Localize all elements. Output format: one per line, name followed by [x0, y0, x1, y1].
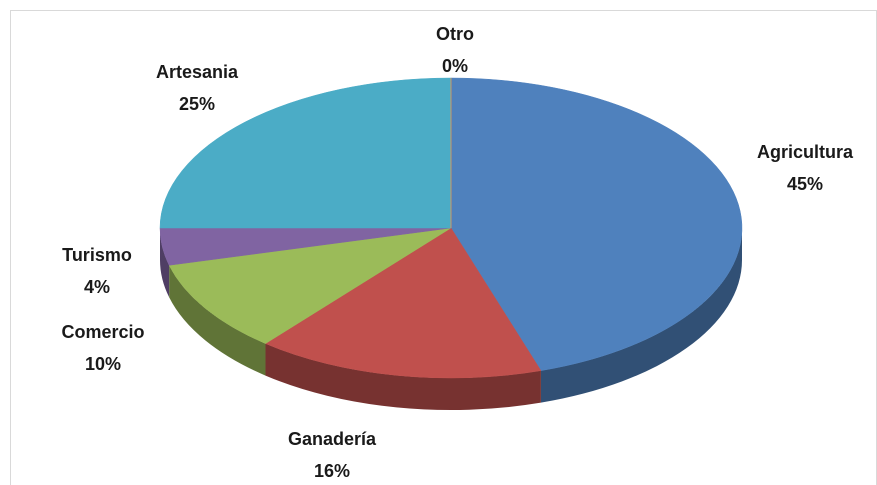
slice-label: Ganadería	[288, 429, 377, 449]
slice-label: Otro	[436, 24, 474, 44]
slice-label: Comercio	[61, 322, 144, 342]
slice-side	[540, 228, 742, 403]
slice-value-label: 0%	[442, 56, 468, 76]
slice-value-label: 10%	[85, 354, 121, 374]
slice-value-label: 16%	[314, 461, 350, 481]
slice-label: Artesania	[156, 62, 239, 82]
slice-label: Agricultura	[757, 142, 854, 162]
slice-side	[169, 265, 266, 376]
slice-value-label: 45%	[787, 174, 823, 194]
slice	[168, 227, 452, 344]
slice	[450, 77, 743, 371]
slice-side	[265, 343, 541, 410]
slice-label: Turismo	[62, 245, 132, 265]
slice	[159, 77, 452, 229]
slice-value-label: 25%	[179, 94, 215, 114]
slice-value-label: 4%	[84, 277, 110, 297]
slice-side	[160, 228, 170, 298]
slice	[264, 227, 542, 379]
